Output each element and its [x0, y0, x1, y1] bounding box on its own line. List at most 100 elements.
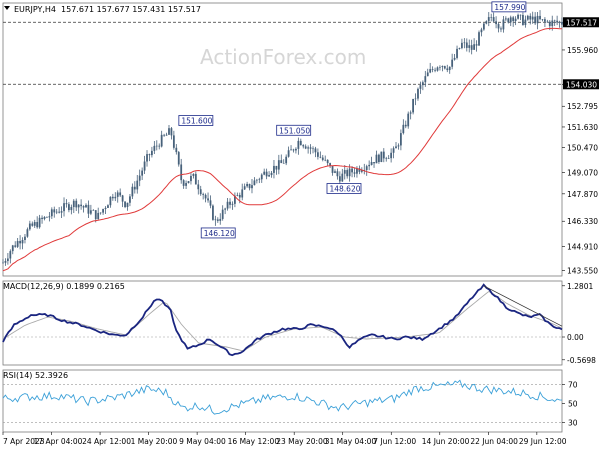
- candle-body: [75, 200, 78, 208]
- macd-label: MACD(12,26,9) 0.1899 0.2165: [3, 282, 125, 291]
- time-tick-label: 16 May 12:00: [228, 437, 280, 446]
- candle-body: [336, 171, 339, 177]
- macd-series: [2, 283, 563, 357]
- candle-body: [180, 164, 183, 181]
- candle-body: [448, 66, 451, 71]
- candle-body: [182, 180, 185, 186]
- candle-body: [343, 170, 346, 174]
- candle-body: [492, 17, 495, 22]
- candle-body: [224, 208, 227, 210]
- candle-body: [451, 59, 454, 67]
- candle-body: [94, 210, 97, 220]
- candle-body: [255, 179, 258, 181]
- macd-tick-label: 0.00: [567, 333, 584, 342]
- candle-body: [219, 218, 222, 221]
- candle-body: [519, 14, 522, 16]
- candle-body: [541, 19, 544, 20]
- candle-body: [490, 17, 493, 18]
- candle-body: [14, 245, 17, 247]
- price-tick-label: 155.960: [567, 46, 598, 55]
- candle-body: [334, 171, 336, 173]
- candle-body: [138, 175, 141, 181]
- candle-body: [268, 175, 270, 177]
- candle-body: [482, 23, 485, 30]
- candle-body: [124, 201, 126, 208]
- candle-body: [397, 145, 400, 147]
- candle-body: [241, 189, 244, 198]
- candle-body: [480, 29, 483, 33]
- price-tag: [563, 17, 599, 28]
- candle-body: [194, 173, 197, 185]
- price-tick-label: 144.910: [567, 242, 598, 251]
- candle-body: [185, 183, 187, 186]
- candle-body: [9, 251, 12, 259]
- candle-body: [155, 145, 158, 147]
- price-tick-label: 143.550: [567, 267, 598, 276]
- candle-body: [307, 147, 310, 149]
- candle-body: [36, 222, 39, 228]
- candle-body: [43, 216, 46, 220]
- candle-body: [131, 186, 134, 197]
- candle-body: [282, 163, 285, 164]
- pane-frames: [2, 2, 563, 433]
- candle-body: [102, 209, 104, 213]
- candle-body: [28, 223, 31, 230]
- symbol-label: EURJPY,H4: [14, 5, 56, 14]
- candle-body: [21, 239, 24, 244]
- candle-body: [204, 194, 207, 199]
- candle-body: [487, 17, 490, 22]
- candle-body: [121, 195, 124, 202]
- candle-body: [399, 133, 402, 146]
- candle-body: [216, 219, 219, 221]
- candle-body: [280, 160, 283, 164]
- price-tag: [563, 79, 599, 90]
- rsi-pane-frame: [2, 369, 563, 433]
- candle-body: [485, 21, 488, 24]
- candle-body: [463, 42, 466, 44]
- candle-body: [187, 181, 190, 184]
- candle-body: [248, 183, 251, 189]
- candle-body: [53, 209, 56, 213]
- candle-body: [504, 18, 507, 20]
- candle-body: [72, 200, 75, 208]
- candle-body: [165, 134, 168, 136]
- candles: [2, 10, 563, 266]
- candle-body: [514, 18, 517, 22]
- candle-body: [478, 32, 480, 46]
- candle-body: [424, 76, 427, 83]
- candle-body: [287, 150, 290, 157]
- candle-body: [392, 148, 395, 153]
- candle-body: [375, 154, 378, 164]
- candle-body: [453, 57, 456, 60]
- candle-body: [368, 164, 371, 167]
- annotation-box: [276, 124, 312, 136]
- candle-body: [163, 134, 166, 136]
- price-tick-label: 147.870: [567, 190, 598, 199]
- candle-body: [348, 168, 351, 177]
- candle-body: [429, 69, 432, 73]
- candle-body: [338, 176, 341, 182]
- rsi-line: [2, 379, 563, 415]
- candle-body: [502, 19, 505, 30]
- candle-body: [107, 205, 109, 208]
- annotation-label: 148.620: [329, 184, 360, 193]
- candle-body: [172, 135, 175, 148]
- candle-body: [431, 69, 434, 70]
- candle-body: [531, 16, 534, 20]
- candle-body: [358, 168, 361, 172]
- candle-body: [148, 154, 151, 156]
- candle-body: [33, 222, 36, 226]
- rsi-tick-label: 50: [568, 399, 578, 408]
- candle-body: [233, 195, 236, 204]
- candle-body: [60, 211, 63, 213]
- candle-body: [404, 124, 407, 127]
- candle-body: [373, 162, 375, 164]
- candle-body: [441, 66, 444, 68]
- candle-body: [295, 148, 297, 151]
- candle-body: [522, 15, 524, 25]
- moving-average: [2, 27, 563, 272]
- candle-body: [402, 124, 405, 134]
- candle-body: [263, 171, 266, 175]
